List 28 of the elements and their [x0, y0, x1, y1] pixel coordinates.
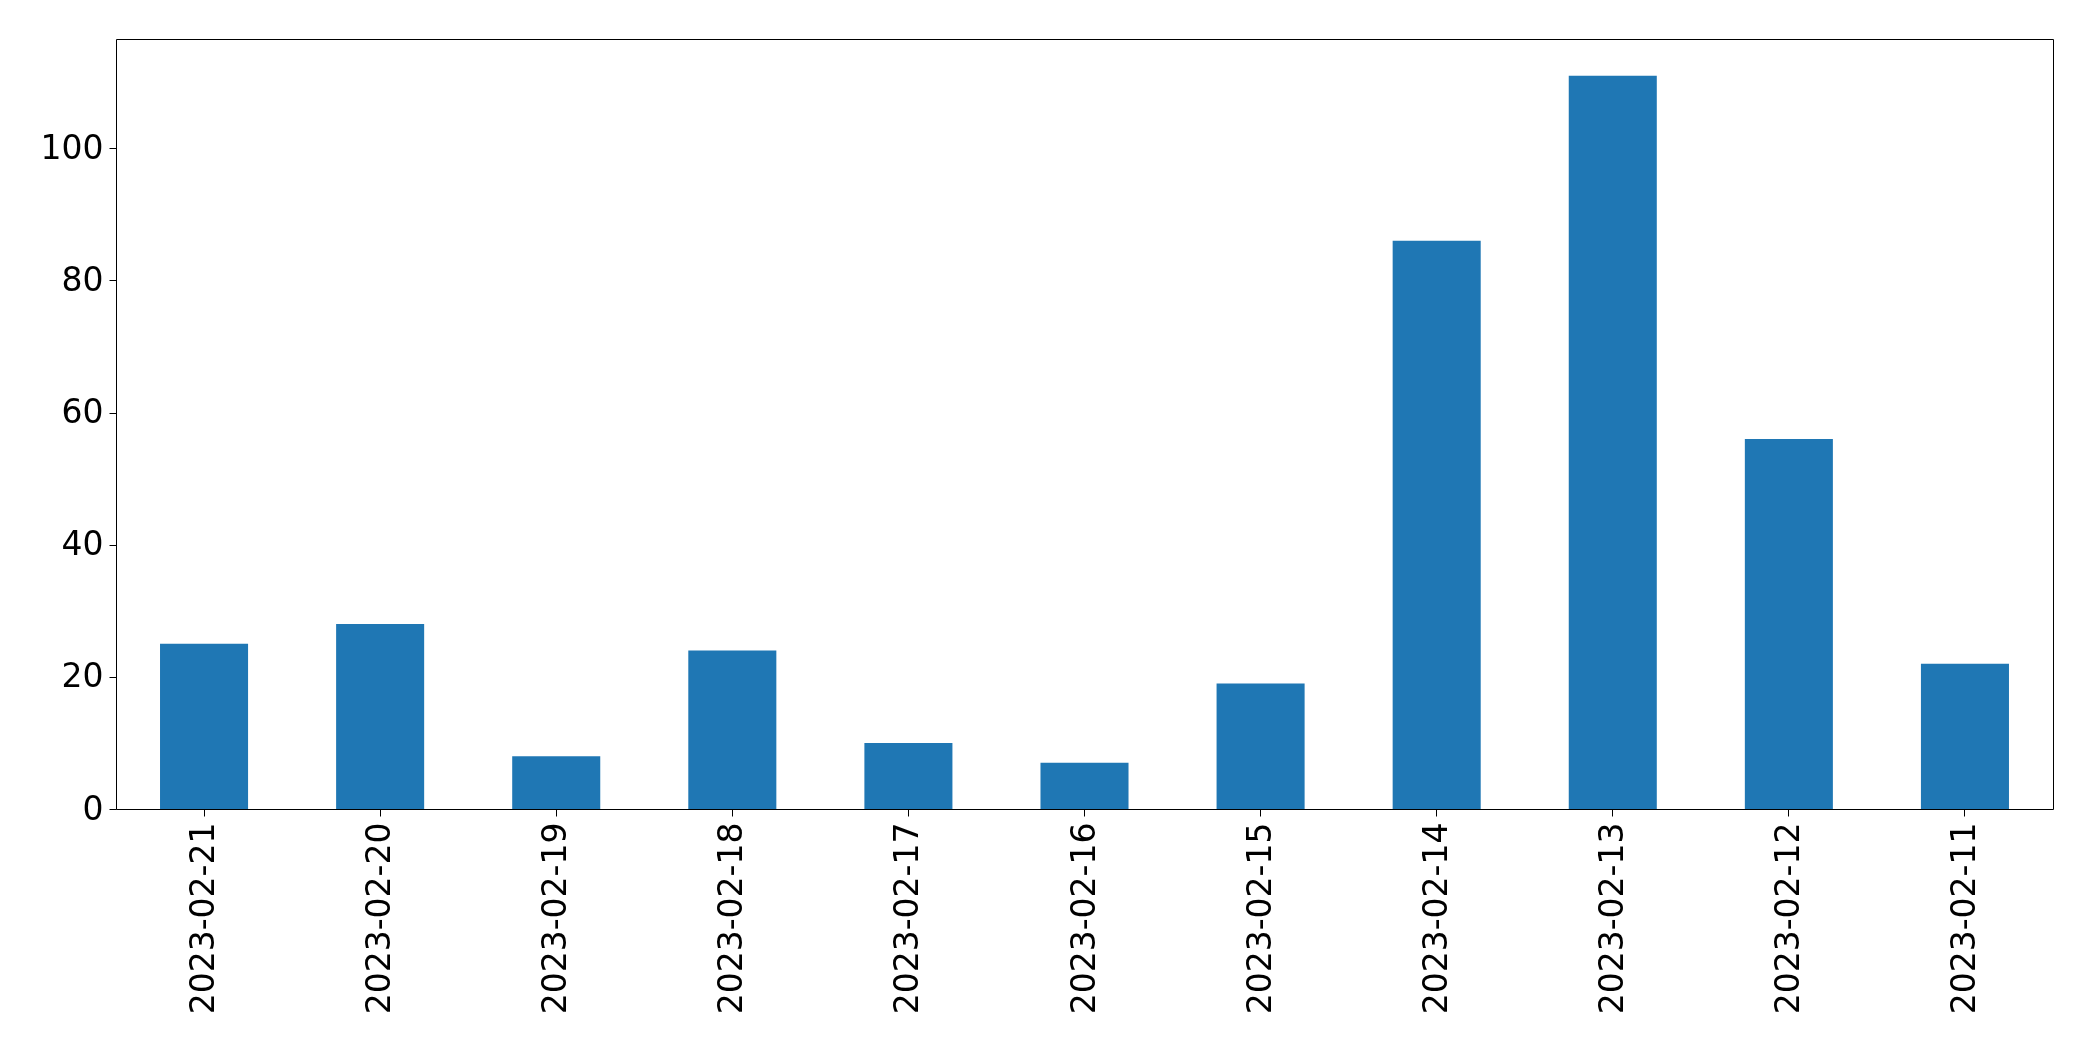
x-tick-label: 2023-02-12	[1767, 822, 1807, 1015]
x-tick-label: 2023-02-20	[359, 822, 399, 1015]
y-tick-label: 60	[61, 392, 104, 432]
y-tick-label: 20	[61, 656, 104, 696]
x-tick-label: 2023-02-18	[711, 822, 751, 1015]
x-tick-label: 2023-02-11	[1943, 822, 1983, 1015]
x-tick-label: 2023-02-19	[535, 822, 575, 1015]
bar	[336, 624, 425, 809]
x-tick-label: 2023-02-15	[1239, 822, 1279, 1015]
bar	[1216, 683, 1305, 809]
bar	[1392, 240, 1481, 809]
bar	[1568, 75, 1657, 809]
x-tick-label: 2023-02-17	[887, 822, 927, 1015]
y-tick-label: 100	[40, 127, 104, 167]
x-tick-label: 2023-02-21	[183, 822, 223, 1015]
bar	[1920, 663, 2009, 809]
bar	[1744, 439, 1833, 809]
bar	[1040, 762, 1129, 809]
y-tick-label: 0	[82, 788, 104, 828]
x-tick-label: 2023-02-16	[1063, 822, 1103, 1015]
x-tick-label: 2023-02-14	[1415, 822, 1455, 1015]
bar	[688, 650, 777, 809]
bar	[512, 756, 601, 809]
x-tick-label: 2023-02-13	[1591, 822, 1631, 1015]
bar	[864, 742, 953, 809]
bar	[160, 643, 249, 809]
y-tick-label: 40	[61, 524, 104, 564]
y-tick-label: 80	[61, 259, 104, 299]
